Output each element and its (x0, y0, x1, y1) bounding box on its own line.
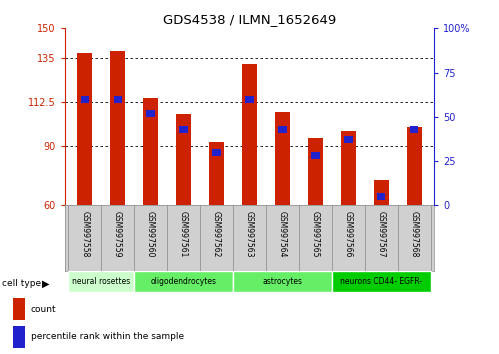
Bar (180, 126, 188, 133)
Bar (246, 96, 253, 103)
Text: cell type: cell type (2, 279, 41, 289)
Text: GSM997559: GSM997559 (113, 211, 122, 257)
Bar (13, 326, 25, 348)
Bar (278, 126, 286, 133)
Bar (110, 51, 125, 205)
Bar (147, 110, 155, 117)
Text: neurons CD44- EGFR-: neurons CD44- EGFR- (340, 277, 423, 286)
Text: GSM997567: GSM997567 (377, 211, 386, 257)
Bar (344, 136, 352, 143)
Bar (410, 126, 419, 133)
Bar (80, 96, 89, 103)
Bar (176, 114, 191, 205)
Text: percentile rank within the sample: percentile rank within the sample (31, 332, 184, 341)
Bar (113, 96, 122, 103)
Bar (209, 142, 224, 205)
Bar (374, 180, 389, 205)
Text: GSM997562: GSM997562 (212, 211, 221, 257)
Bar (233, 271, 332, 292)
Text: GSM997558: GSM997558 (80, 211, 89, 257)
Bar (341, 131, 356, 205)
Bar (68, 271, 134, 292)
Bar (377, 193, 386, 200)
Text: count: count (31, 305, 56, 314)
Bar (308, 138, 323, 205)
Text: neural rosettes: neural rosettes (72, 277, 130, 286)
Bar (407, 127, 422, 205)
Bar (275, 112, 290, 205)
Text: GSM997566: GSM997566 (344, 211, 353, 257)
Text: GSM997564: GSM997564 (278, 211, 287, 257)
Bar (311, 152, 319, 159)
Bar (134, 271, 233, 292)
Text: ▶: ▶ (42, 279, 50, 289)
Bar (332, 271, 431, 292)
Bar (213, 149, 221, 156)
Text: GSM997563: GSM997563 (245, 211, 254, 257)
Text: GSM997568: GSM997568 (410, 211, 419, 257)
Bar (13, 298, 25, 320)
Title: GDS4538 / ILMN_1652649: GDS4538 / ILMN_1652649 (163, 13, 336, 26)
Bar (77, 53, 92, 205)
Bar (242, 64, 257, 205)
Text: GSM997560: GSM997560 (146, 211, 155, 257)
Text: GSM997561: GSM997561 (179, 211, 188, 257)
Text: oligodendrocytes: oligodendrocytes (151, 277, 217, 286)
Text: astrocytes: astrocytes (262, 277, 302, 286)
Bar (143, 98, 158, 205)
Text: GSM997565: GSM997565 (311, 211, 320, 257)
